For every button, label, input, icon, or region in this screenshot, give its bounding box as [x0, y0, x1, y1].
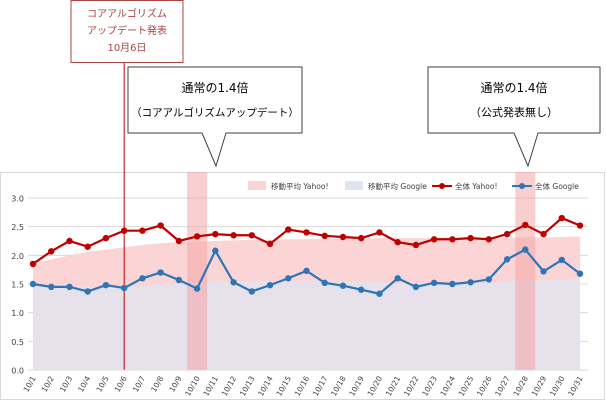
update-annotation: コアアルゴリズム アップデート発表 10月6日 [70, 0, 184, 63]
point-yahoo [576, 222, 584, 229]
point-yahoo [339, 233, 347, 241]
callout-1: 通常の1.4倍 （コアアルゴリズムアップデート） [127, 66, 303, 168]
legend-swatch-marker [439, 183, 445, 189]
moving-average-areas [33, 236, 580, 370]
point-google [449, 280, 456, 288]
point-google [29, 280, 37, 288]
y-tick-label: 3.0 [11, 195, 24, 204]
legend: 移動平均 Yahoo! 移動平均 Google 全体 Yahoo! 全体 Google [248, 181, 579, 191]
point-google [84, 288, 91, 295]
y-tick-label: 0.5 [11, 338, 24, 347]
point-yahoo [558, 214, 565, 222]
point-google [358, 286, 365, 293]
update-annotation-line1: コアアルゴリズム [87, 7, 167, 20]
point-yahoo [175, 237, 183, 245]
point-google [503, 256, 511, 263]
point-yahoo [29, 260, 37, 268]
legend-swatch-marker [519, 183, 525, 189]
y-axis-ticks: 0.0 0.5 1.0 1.5 2.0 2.5 3.0 [11, 195, 24, 376]
point-yahoo [102, 234, 110, 242]
point-yahoo [139, 227, 146, 234]
point-yahoo [48, 248, 55, 255]
point-yahoo [522, 221, 529, 229]
point-yahoo [193, 233, 201, 240]
point-google [66, 283, 73, 291]
point-google [485, 276, 493, 283]
point-google [303, 267, 310, 275]
point-google [193, 285, 201, 292]
point-yahoo [157, 222, 164, 229]
point-yahoo [303, 229, 310, 236]
legend-label: 移動平均 Google [368, 181, 427, 191]
highlight-column [187, 172, 208, 370]
y-tick-label: 2.0 [11, 252, 24, 261]
point-google [175, 276, 183, 284]
highlight-columns [187, 172, 536, 370]
y-tick-label: 0.0 [11, 367, 24, 376]
point-google [248, 288, 255, 295]
point-google [48, 283, 55, 291]
point-yahoo [230, 232, 237, 239]
legend-swatch [345, 181, 363, 190]
point-yahoo [394, 238, 401, 246]
point-google [576, 270, 584, 277]
callout-1-line1: 通常の1.4倍 [181, 80, 248, 95]
point-yahoo [376, 229, 383, 236]
point-google [540, 268, 547, 275]
series-lines [29, 214, 584, 297]
point-yahoo [120, 227, 128, 234]
point-yahoo [540, 230, 547, 238]
callout-1-line2: （コアアルゴリズムアップデート） [131, 106, 299, 119]
callout-2-line2: （公式発表無し） [470, 105, 558, 119]
area-google-moving-average [33, 278, 580, 370]
point-yahoo [266, 240, 274, 248]
legend-label: 全体 Google [535, 181, 579, 191]
point-google [157, 269, 164, 276]
legend-swatch [248, 181, 266, 190]
point-yahoo [449, 236, 456, 243]
highlight-column [515, 172, 536, 370]
point-google [467, 279, 474, 286]
callout-2: 通常の1.4倍 （公式発表無し） [427, 66, 601, 168]
point-yahoo [467, 234, 474, 242]
update-annotation-box [70, 0, 184, 63]
point-yahoo [412, 241, 420, 249]
y-tick-label: 1.0 [11, 309, 24, 318]
point-yahoo [84, 243, 91, 250]
point-google [230, 279, 237, 286]
point-yahoo [248, 232, 255, 239]
update-annotation-line2: アップデート発表 [87, 24, 167, 37]
point-yahoo [285, 226, 292, 233]
callout-2-shape [427, 66, 601, 168]
point-google [558, 256, 565, 264]
update-annotation-line3: 10月6日 [107, 42, 146, 54]
point-google [339, 282, 347, 289]
point-google [139, 275, 146, 282]
callout-2-line1: 通常の1.4倍 [480, 80, 547, 95]
legend-label: 全体 Yahoo! [455, 181, 497, 191]
y-tick-label: 2.5 [11, 223, 24, 232]
point-yahoo [66, 237, 73, 245]
point-google [321, 279, 328, 287]
point-yahoo [358, 234, 365, 242]
point-yahoo [212, 230, 219, 238]
point-yahoo [485, 236, 493, 243]
point-yahoo [430, 236, 438, 243]
point-google [285, 275, 292, 282]
point-google [522, 246, 529, 253]
point-google [102, 281, 110, 289]
legend-label: 移動平均 Yahoo! [271, 181, 328, 191]
y-tick-label: 1.5 [11, 281, 24, 290]
point-yahoo [503, 230, 511, 238]
point-google [120, 284, 128, 292]
point-google [212, 247, 219, 254]
point-google [394, 275, 401, 282]
point-google [430, 279, 438, 287]
point-yahoo [321, 232, 328, 240]
callout-1-shape [127, 66, 303, 168]
point-google [266, 281, 274, 289]
point-google [376, 290, 383, 297]
point-google [412, 283, 420, 291]
